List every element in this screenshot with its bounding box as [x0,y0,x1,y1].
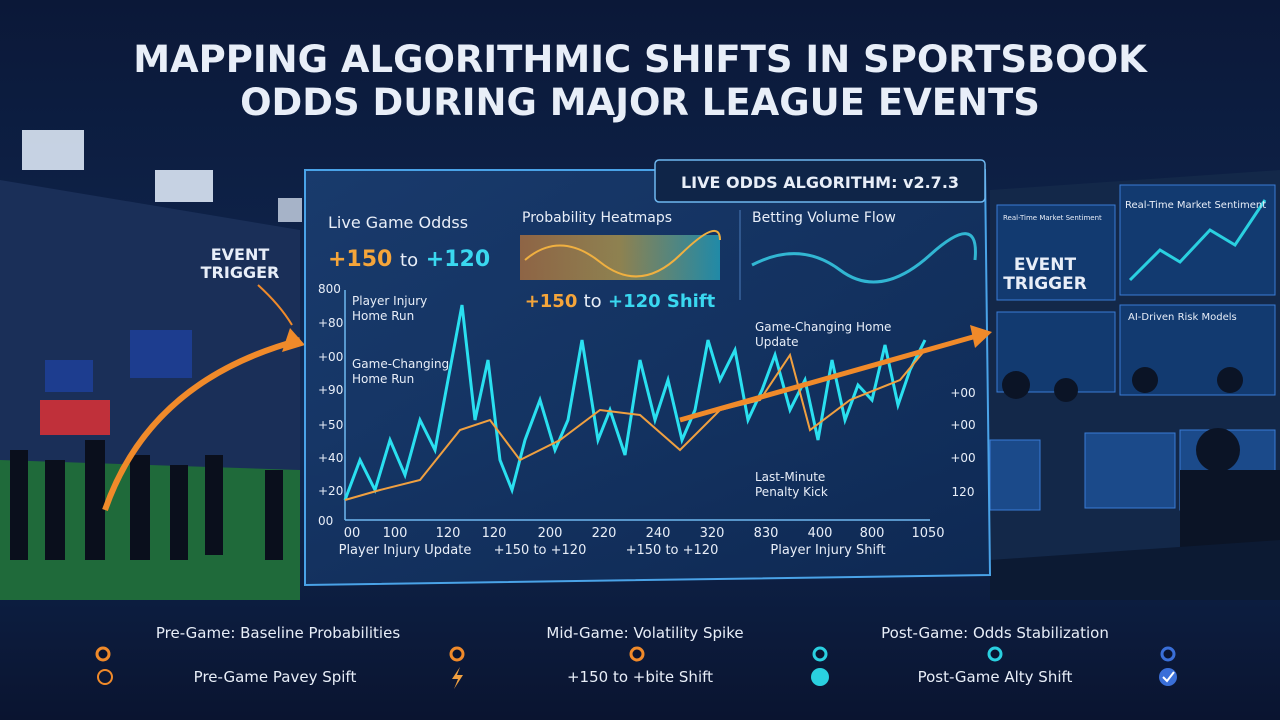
annotation: Game-Changing Home [755,320,891,334]
y-label: +40 [318,451,343,465]
y-label: +50 [318,418,343,432]
annotation: Player Injury [352,294,427,308]
y-label: +90 [318,383,343,397]
right-label: +00 [950,418,975,432]
phase-label: Pre-Game: Baseline Probabilities [156,624,400,642]
y-label: +80 [318,316,343,330]
annotation: Home Run [352,372,414,386]
annotation: Penalty Kick [755,485,828,499]
x-label: 220 [592,526,617,541]
x-label: 1050 [911,526,944,541]
y-label: +20 [318,484,343,498]
stadium [0,130,305,600]
event-label: EVENT [1014,255,1077,275]
phase-caption: Post-Game Alty Shift [918,668,1073,686]
x-label: 800 [860,526,885,541]
phase-label: Post-Game: Odds Stabilization [881,624,1109,642]
x-label: 120 [436,526,461,541]
annotation: Game-Changing [352,357,449,371]
x-label: 00 [344,526,361,541]
odds-from: +150 [525,291,578,312]
y-label: +00 [318,350,343,364]
odds-to: +120 [426,247,490,272]
timeline [95,646,1177,689]
x-caption: +150 to +120 [494,543,587,558]
x-label: 200 [538,526,563,541]
panel-title: Betting Volume Flow [752,210,896,226]
y-label: 00 [318,514,333,528]
right-label: 120 [952,485,975,499]
right-label: +00 [950,386,975,400]
screen-title: Real-Time Market Sentiment [1003,214,1102,222]
annotation: Update [755,335,798,349]
screen-title: Real-Time Market Sentiment [1125,200,1266,211]
odds-from: +150 [328,247,392,272]
screen-title: AI-Driven Risk Models [1128,312,1237,323]
x-caption: Player Injury Shift [770,543,885,558]
event-label: EVENT [211,245,270,264]
odds-range: +150 to +120 [328,247,490,272]
phase-label: Mid-Game: Volatility Spike [546,624,743,642]
annotation: Last-Minute [755,470,825,484]
panel-title: Probability Heatmaps [522,210,672,226]
panel-title: Live Game Oddss [328,213,468,232]
x-label: 400 [808,526,833,541]
x-label: 320 [700,526,725,541]
control-room [989,170,1280,600]
main-panel [304,159,992,587]
odds-sep: to [400,250,418,271]
title: MAPPING ALGORITHMIC SHIFTS IN SPORTSBOOK [133,38,1148,81]
x-label: 120 [482,526,507,541]
x-label: 240 [646,526,671,541]
odds-range: +150 to +120 Shift [525,291,716,312]
badge: LIVE ODDS ALGORITHM: v2.7.3 [681,173,959,192]
phase-caption: +150 to +bite Shift [567,668,713,686]
annotation: Home Run [352,309,414,323]
x-caption: Player Injury Update [339,543,472,558]
title: ODDS DURING MAJOR LEAGUE EVENTS [240,81,1040,124]
odds-to: +120 Shift [608,291,716,312]
phase-caption: Pre-Game Pavey Spift [194,668,357,686]
y-label: 800 [318,282,341,296]
x-caption: +150 to +120 [626,543,719,558]
event-label: TRIGGER [201,263,280,282]
x-label: 830 [754,526,779,541]
right-label: +00 [950,451,975,465]
event-label: TRIGGER [1003,274,1087,294]
x-label: 100 [383,526,408,541]
odds-sep: to [584,291,602,312]
